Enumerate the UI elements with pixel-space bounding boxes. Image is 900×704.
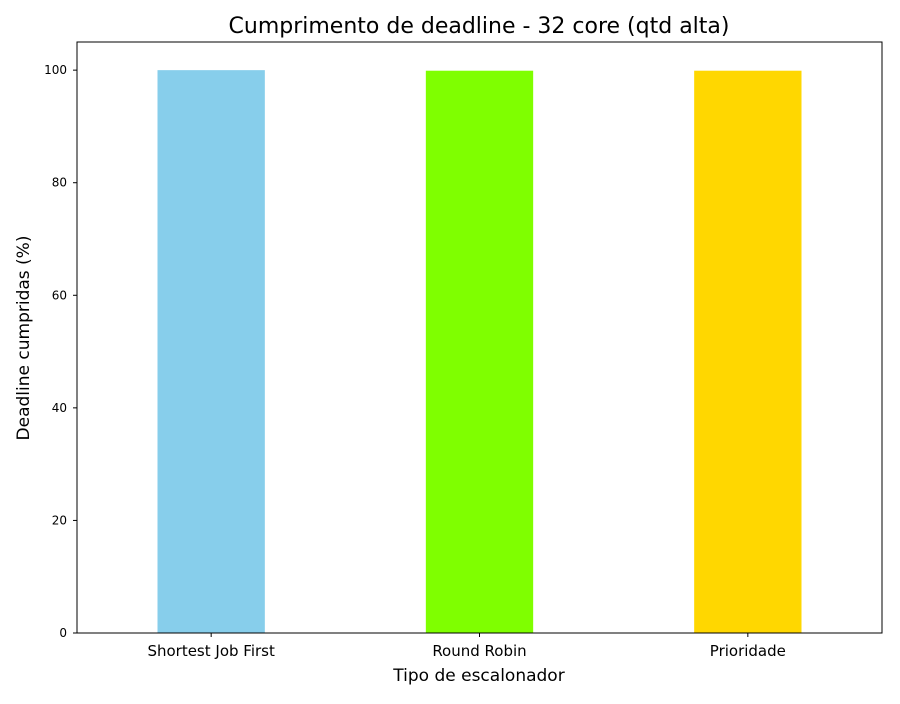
y-tick-label-4: 80 <box>52 176 67 190</box>
bar-1 <box>425 70 534 634</box>
x-tick-label-0: Shortest Job First <box>147 642 275 660</box>
y-tick-label-2: 40 <box>52 401 67 415</box>
bar-2 <box>694 70 802 634</box>
x-axis-label: Tipo de escalonador <box>392 666 564 686</box>
y-tick-label-1: 20 <box>52 513 67 527</box>
y-tick-label-0: 0 <box>59 626 67 640</box>
chart-title: Cumprimento de deadline - 32 core (qtd a… <box>229 14 730 39</box>
y-tick-label-5: 100 <box>44 63 67 77</box>
ticks-layer: Shortest Job First Round Robin Prioridade 0… <box>44 63 786 660</box>
bar-0 <box>157 70 265 633</box>
x-tick-label-2: Prioridade <box>710 642 786 660</box>
y-tick-label-3: 60 <box>52 288 67 302</box>
bars-layer <box>157 70 802 634</box>
y-axis-label: Deadline cumpridas (%) <box>14 236 34 441</box>
plot-area-frame <box>76 41 883 634</box>
x-tick-label-1: Round Robin <box>432 642 526 660</box>
